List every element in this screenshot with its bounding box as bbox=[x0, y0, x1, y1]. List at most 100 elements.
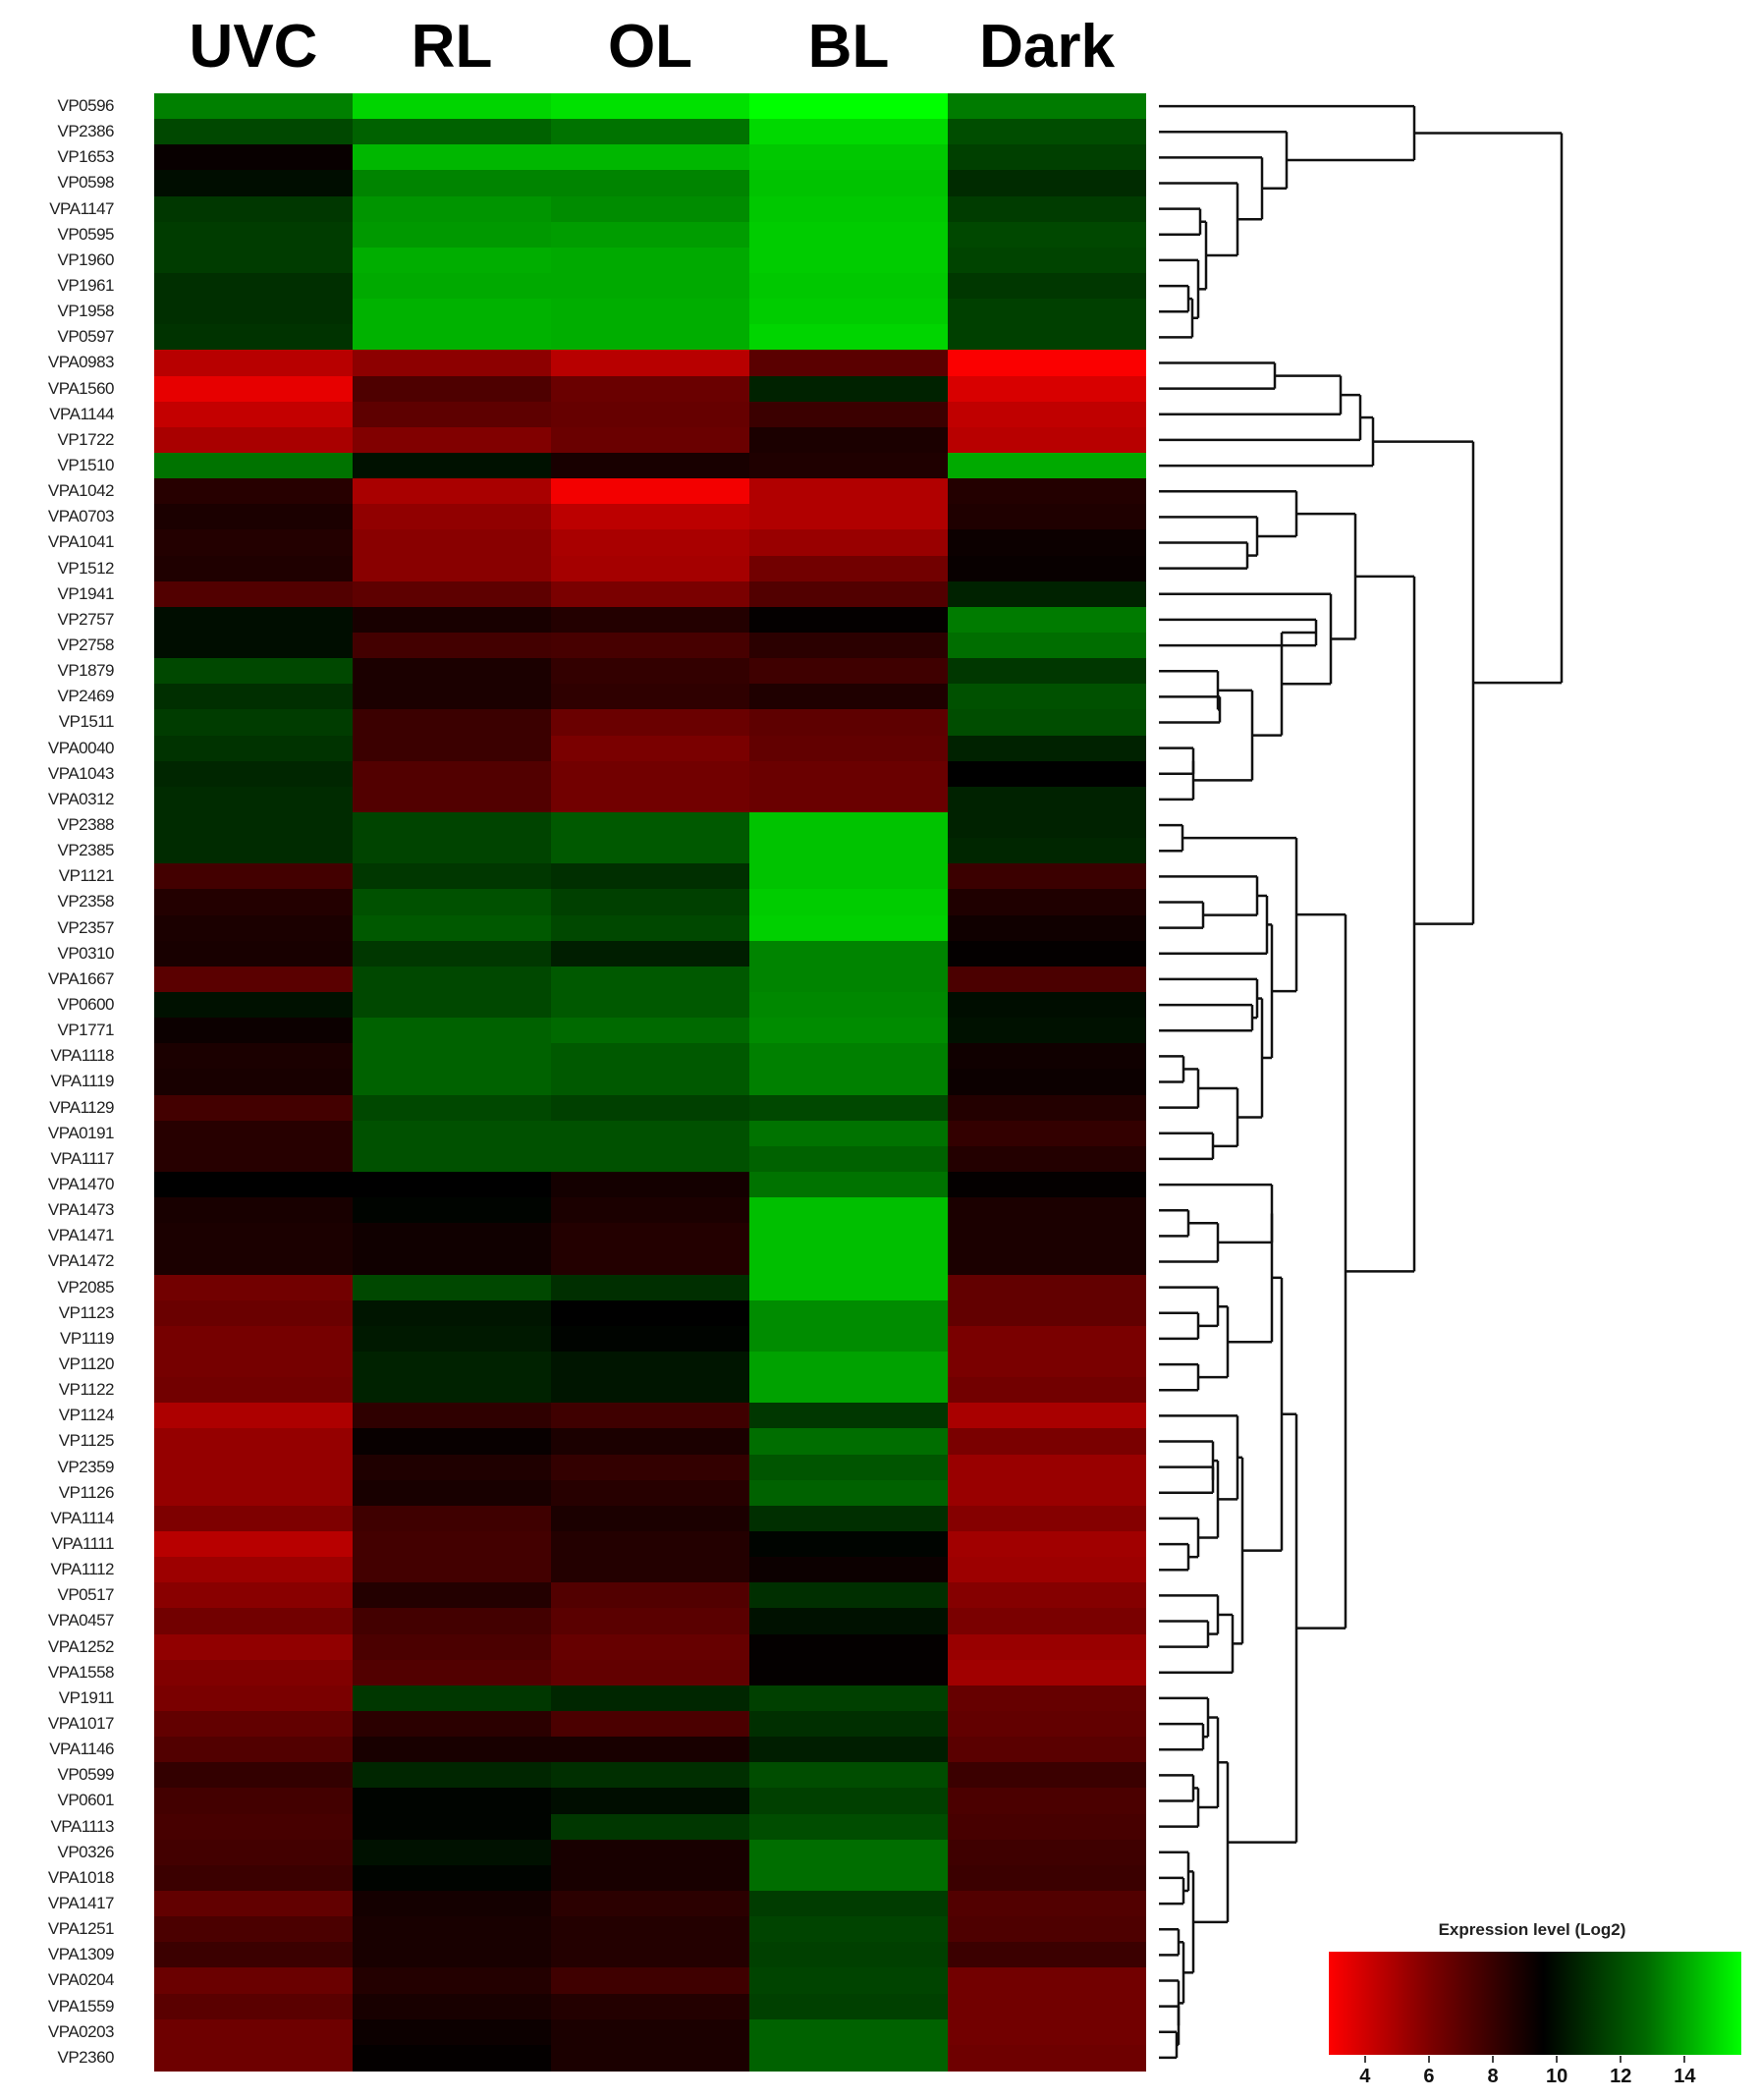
heatmap-cell bbox=[551, 786, 749, 813]
heatmap-cell bbox=[749, 1120, 948, 1147]
heatmap-cell bbox=[749, 838, 948, 864]
heatmap-cell bbox=[948, 1711, 1146, 1738]
row-label: VPA1111 bbox=[51, 1534, 115, 1553]
heatmap-cell bbox=[551, 914, 749, 942]
heatmap-cell bbox=[154, 966, 353, 993]
row-label: VP2757 bbox=[57, 609, 115, 629]
heatmap-cell bbox=[749, 580, 948, 608]
heatmap-cell bbox=[551, 580, 749, 608]
heatmap-cell bbox=[948, 555, 1146, 582]
heatmap-cell bbox=[948, 119, 1146, 145]
row-label: VP0600 bbox=[57, 995, 115, 1014]
heatmap-cell bbox=[948, 93, 1146, 120]
heatmap-cell bbox=[749, 889, 948, 916]
heatmap-cell bbox=[154, 1454, 353, 1481]
heatmap-cell bbox=[948, 1582, 1146, 1610]
heatmap-cell bbox=[353, 119, 551, 145]
heatmap-cell bbox=[948, 1018, 1146, 1044]
column-header-bl: BL bbox=[807, 13, 890, 81]
heatmap-cell bbox=[353, 1993, 551, 2020]
heatmap-cell bbox=[749, 1659, 948, 1686]
heatmap-cell bbox=[154, 1403, 353, 1430]
heatmap-cell bbox=[948, 1403, 1146, 1430]
heatmap-cell bbox=[749, 1145, 948, 1173]
heatmap-cell bbox=[154, 1788, 353, 1815]
heatmap-cell bbox=[154, 144, 353, 172]
heatmap-cell bbox=[154, 1248, 353, 1276]
heatmap-cell bbox=[948, 299, 1146, 325]
heatmap-cell bbox=[948, 478, 1146, 505]
heatmap-cell bbox=[749, 1633, 948, 1661]
heatmap-cell bbox=[948, 2044, 1146, 2072]
heatmap-cell bbox=[551, 1094, 749, 1122]
heatmap-cell bbox=[551, 1762, 749, 1790]
heatmap-cell bbox=[154, 1274, 353, 1301]
heatmap-cell bbox=[551, 760, 749, 788]
heatmap-cell bbox=[749, 1942, 948, 1969]
heatmap-cell bbox=[353, 555, 551, 582]
heatmap-cell bbox=[154, 1145, 353, 1173]
heatmap-cell bbox=[154, 1223, 353, 1250]
heatmap-cell bbox=[948, 1479, 1146, 1507]
heatmap-cell bbox=[353, 1711, 551, 1738]
heatmap-cell bbox=[948, 1993, 1146, 2020]
heatmap-cell bbox=[154, 1197, 353, 1224]
row-label: VP1941 bbox=[57, 583, 115, 603]
heatmap-cell bbox=[749, 658, 948, 685]
heatmap-cell bbox=[353, 1069, 551, 1096]
heatmap-cell bbox=[154, 426, 353, 454]
row-label: VP1126 bbox=[58, 1482, 115, 1502]
heatmap-cell bbox=[154, 1094, 353, 1122]
row-label: VPA1017 bbox=[47, 1714, 115, 1733]
heatmap-cell bbox=[749, 1608, 948, 1635]
heatmap-cell bbox=[154, 1120, 353, 1147]
heatmap-cell bbox=[353, 786, 551, 813]
row-label: VP2360 bbox=[57, 2047, 115, 2067]
heatmap-cell bbox=[353, 1942, 551, 1969]
heatmap-cell bbox=[353, 170, 551, 197]
heatmap-cell bbox=[948, 1352, 1146, 1378]
heatmap-cell bbox=[551, 966, 749, 993]
heatmap-cell bbox=[948, 324, 1146, 352]
row-label: VP1911 bbox=[58, 1687, 115, 1707]
heatmap-cell bbox=[948, 1325, 1146, 1353]
heatmap-cell bbox=[948, 1737, 1146, 1763]
heatmap-cell bbox=[353, 1788, 551, 1815]
row-label: VP2469 bbox=[57, 687, 115, 706]
heatmap-cell bbox=[948, 1916, 1146, 1943]
heatmap-cell bbox=[353, 966, 551, 993]
row-label: VP0595 bbox=[57, 224, 115, 244]
heatmap-cell bbox=[749, 1274, 948, 1301]
heatmap-cell bbox=[749, 735, 948, 762]
heatmap-cell bbox=[353, 709, 551, 737]
heatmap-cell bbox=[749, 350, 948, 377]
row-label: VPA1560 bbox=[47, 378, 115, 398]
row-label: VPA0040 bbox=[47, 738, 115, 757]
heatmap-cell bbox=[948, 889, 1146, 916]
heatmap-cell bbox=[353, 1145, 551, 1173]
heatmap-cell bbox=[551, 247, 749, 274]
heatmap-cell bbox=[353, 1839, 551, 1866]
heatmap-cell bbox=[154, 863, 353, 891]
heatmap-cell bbox=[154, 195, 353, 223]
heatmap-cell bbox=[154, 1582, 353, 1610]
heatmap-cell bbox=[948, 658, 1146, 685]
heatmap-cell bbox=[551, 221, 749, 249]
heatmap-cell bbox=[551, 1018, 749, 1044]
heatmap-cell bbox=[749, 1352, 948, 1378]
row-label: VP1121 bbox=[58, 866, 115, 886]
heatmap-cell bbox=[749, 914, 948, 942]
heatmap-cell bbox=[551, 658, 749, 685]
heatmap-cell bbox=[749, 812, 948, 839]
row-label: VP2758 bbox=[57, 636, 115, 654]
row-label: VP1120 bbox=[58, 1354, 115, 1373]
column-header-rl: RL bbox=[411, 13, 493, 81]
heatmap-cell bbox=[749, 478, 948, 505]
heatmap-cell bbox=[948, 170, 1146, 197]
heatmap-cell bbox=[948, 1043, 1146, 1071]
heatmap-cell bbox=[353, 1274, 551, 1301]
heatmap-cell bbox=[154, 914, 353, 942]
heatmap-cell bbox=[948, 1891, 1146, 1917]
heatmap-cell bbox=[154, 1299, 353, 1327]
heatmap-cell bbox=[551, 1377, 749, 1404]
